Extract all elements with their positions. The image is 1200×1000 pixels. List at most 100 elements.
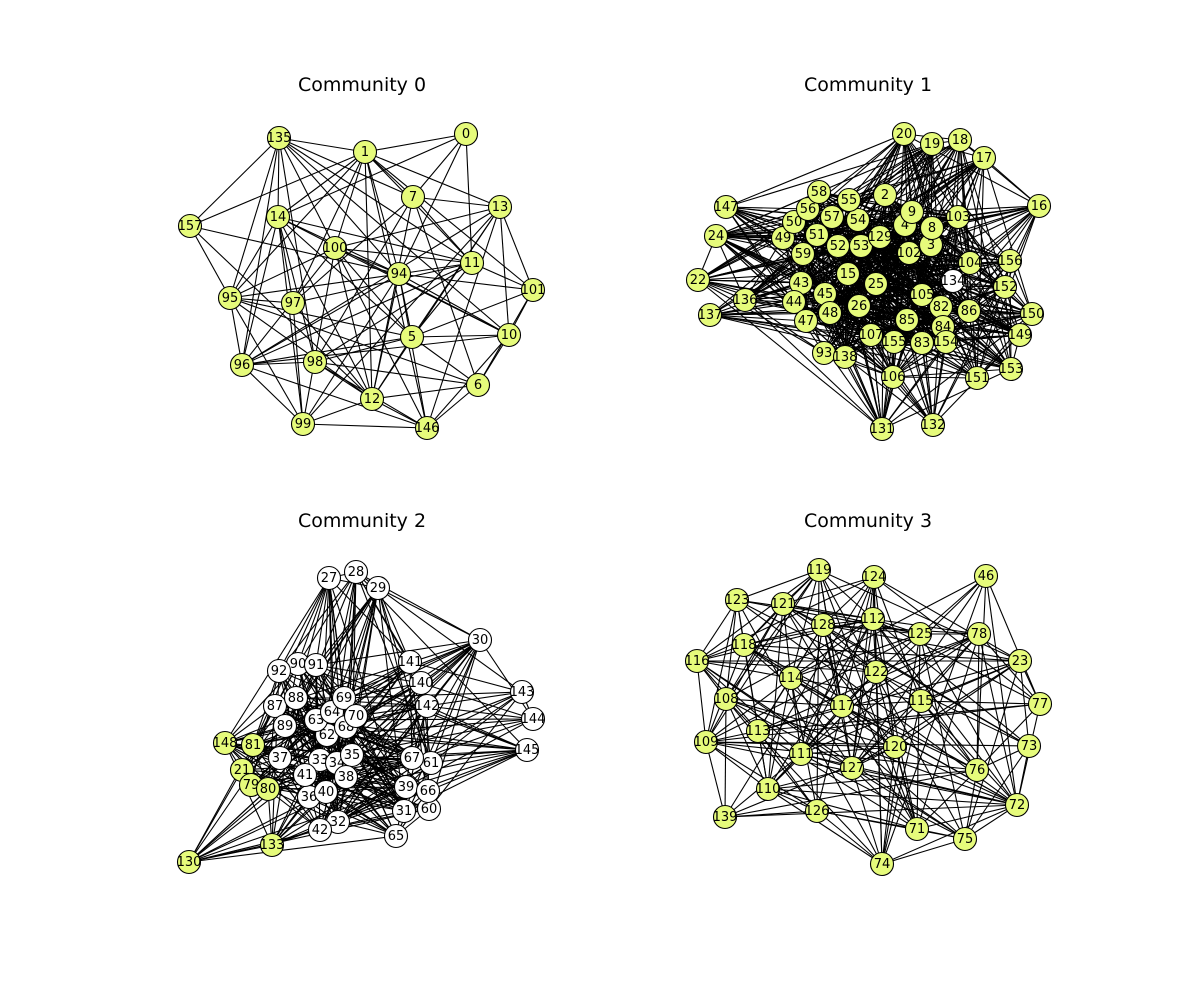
graph-node-48: 48	[817, 300, 843, 326]
graph-node-73: 73	[1016, 733, 1042, 759]
edge	[757, 703, 1041, 732]
node-label: 120	[883, 740, 908, 755]
graph-node-3: 3	[918, 232, 944, 258]
graph-node-75: 75	[952, 826, 978, 852]
edge	[881, 804, 1018, 865]
node-label: 28	[348, 565, 365, 580]
edge	[426, 705, 534, 720]
edge	[725, 698, 769, 790]
edge	[188, 705, 276, 863]
edge	[371, 273, 400, 400]
node-label: 135	[267, 131, 292, 146]
node-circle	[1026, 193, 1052, 219]
graph-node-86: 86	[956, 298, 982, 324]
node-circle	[940, 268, 966, 294]
graph-node-103: 103	[946, 204, 971, 230]
node-label: 149	[1008, 328, 1033, 343]
edge	[479, 639, 534, 720]
graph-node-66: 66	[415, 778, 441, 804]
graph-node-112: 112	[861, 606, 886, 632]
edge	[892, 368, 1012, 378]
graph-node-145: 145	[515, 737, 539, 763]
edge	[857, 133, 905, 221]
edge	[274, 639, 481, 707]
edge	[364, 133, 467, 153]
graph-node-118: 118	[732, 632, 756, 658]
edge	[297, 663, 528, 751]
graph-node-100: 100	[323, 235, 348, 261]
node-label: 112	[861, 612, 886, 627]
node-label: 75	[957, 832, 974, 847]
node-label: 17	[976, 151, 993, 166]
node-label: 100	[323, 241, 348, 256]
edge	[188, 835, 397, 863]
node-label: 137	[698, 308, 723, 323]
edge	[725, 143, 933, 208]
node-circle	[465, 372, 491, 398]
graph-node-46: 46	[973, 563, 999, 589]
graph-node-1: 1	[352, 139, 378, 165]
graph-node-91: 91	[303, 652, 329, 678]
edge	[767, 603, 784, 790]
edge	[952, 280, 1033, 315]
node-circle	[770, 591, 796, 617]
edge	[920, 700, 1041, 705]
edge	[872, 618, 1018, 806]
node-label: 26	[851, 299, 868, 314]
node-circle	[964, 365, 990, 391]
graph-node-108: 108	[714, 686, 738, 712]
node-circle	[453, 121, 479, 147]
edge	[1004, 205, 1040, 288]
node-label: 7	[409, 190, 417, 205]
node-circle	[817, 300, 843, 326]
edge	[919, 575, 987, 635]
graph-node-22: 22	[685, 267, 711, 293]
graph-node-149: 149	[1007, 322, 1033, 348]
graph-node-94: 94	[386, 261, 412, 287]
node-label: 54	[850, 213, 867, 228]
edge	[241, 273, 400, 366]
node-circle	[724, 587, 750, 613]
edge	[870, 252, 910, 336]
edge	[411, 336, 479, 386]
node-circle	[240, 732, 266, 758]
graph-node-71: 71	[904, 816, 930, 842]
edge	[818, 569, 853, 769]
edge	[884, 139, 961, 196]
node-label: 27	[321, 571, 338, 586]
edge	[278, 137, 366, 153]
node-circle	[899, 199, 925, 225]
edge	[420, 639, 481, 684]
node-label: 46	[978, 569, 995, 584]
edge	[277, 151, 366, 218]
node-label: 107	[859, 328, 884, 343]
graph-node-59: 59	[790, 241, 816, 267]
graph-node-128: 128	[811, 612, 835, 638]
edge	[743, 624, 824, 646]
graph-node-65: 65	[383, 823, 409, 849]
edge	[705, 599, 738, 743]
node-label: 88	[288, 691, 305, 706]
graph-node-156: 156	[998, 248, 1022, 274]
node-label: 148	[213, 736, 238, 751]
node-circle	[1007, 322, 1033, 348]
graph-node-8: 8	[919, 215, 945, 241]
edge	[229, 273, 400, 299]
node-label: 92	[271, 664, 288, 679]
node-label: 59	[795, 247, 812, 262]
edge	[964, 745, 1030, 840]
graph-node-132: 132	[921, 412, 945, 438]
node-circle	[1027, 691, 1053, 717]
node-label: 122	[864, 665, 889, 680]
edge	[705, 677, 792, 743]
node-label: 103	[946, 210, 971, 225]
node-label: 35	[344, 748, 361, 763]
graph-node-41: 41	[292, 762, 318, 788]
panel-title-3: Community 3	[803, 510, 933, 532]
edge	[881, 700, 922, 865]
graph-node-125: 125	[908, 621, 932, 647]
node-circle	[904, 816, 930, 842]
node-label: 5	[408, 330, 416, 345]
node-label: 80	[260, 782, 277, 797]
node-circle	[896, 240, 922, 266]
